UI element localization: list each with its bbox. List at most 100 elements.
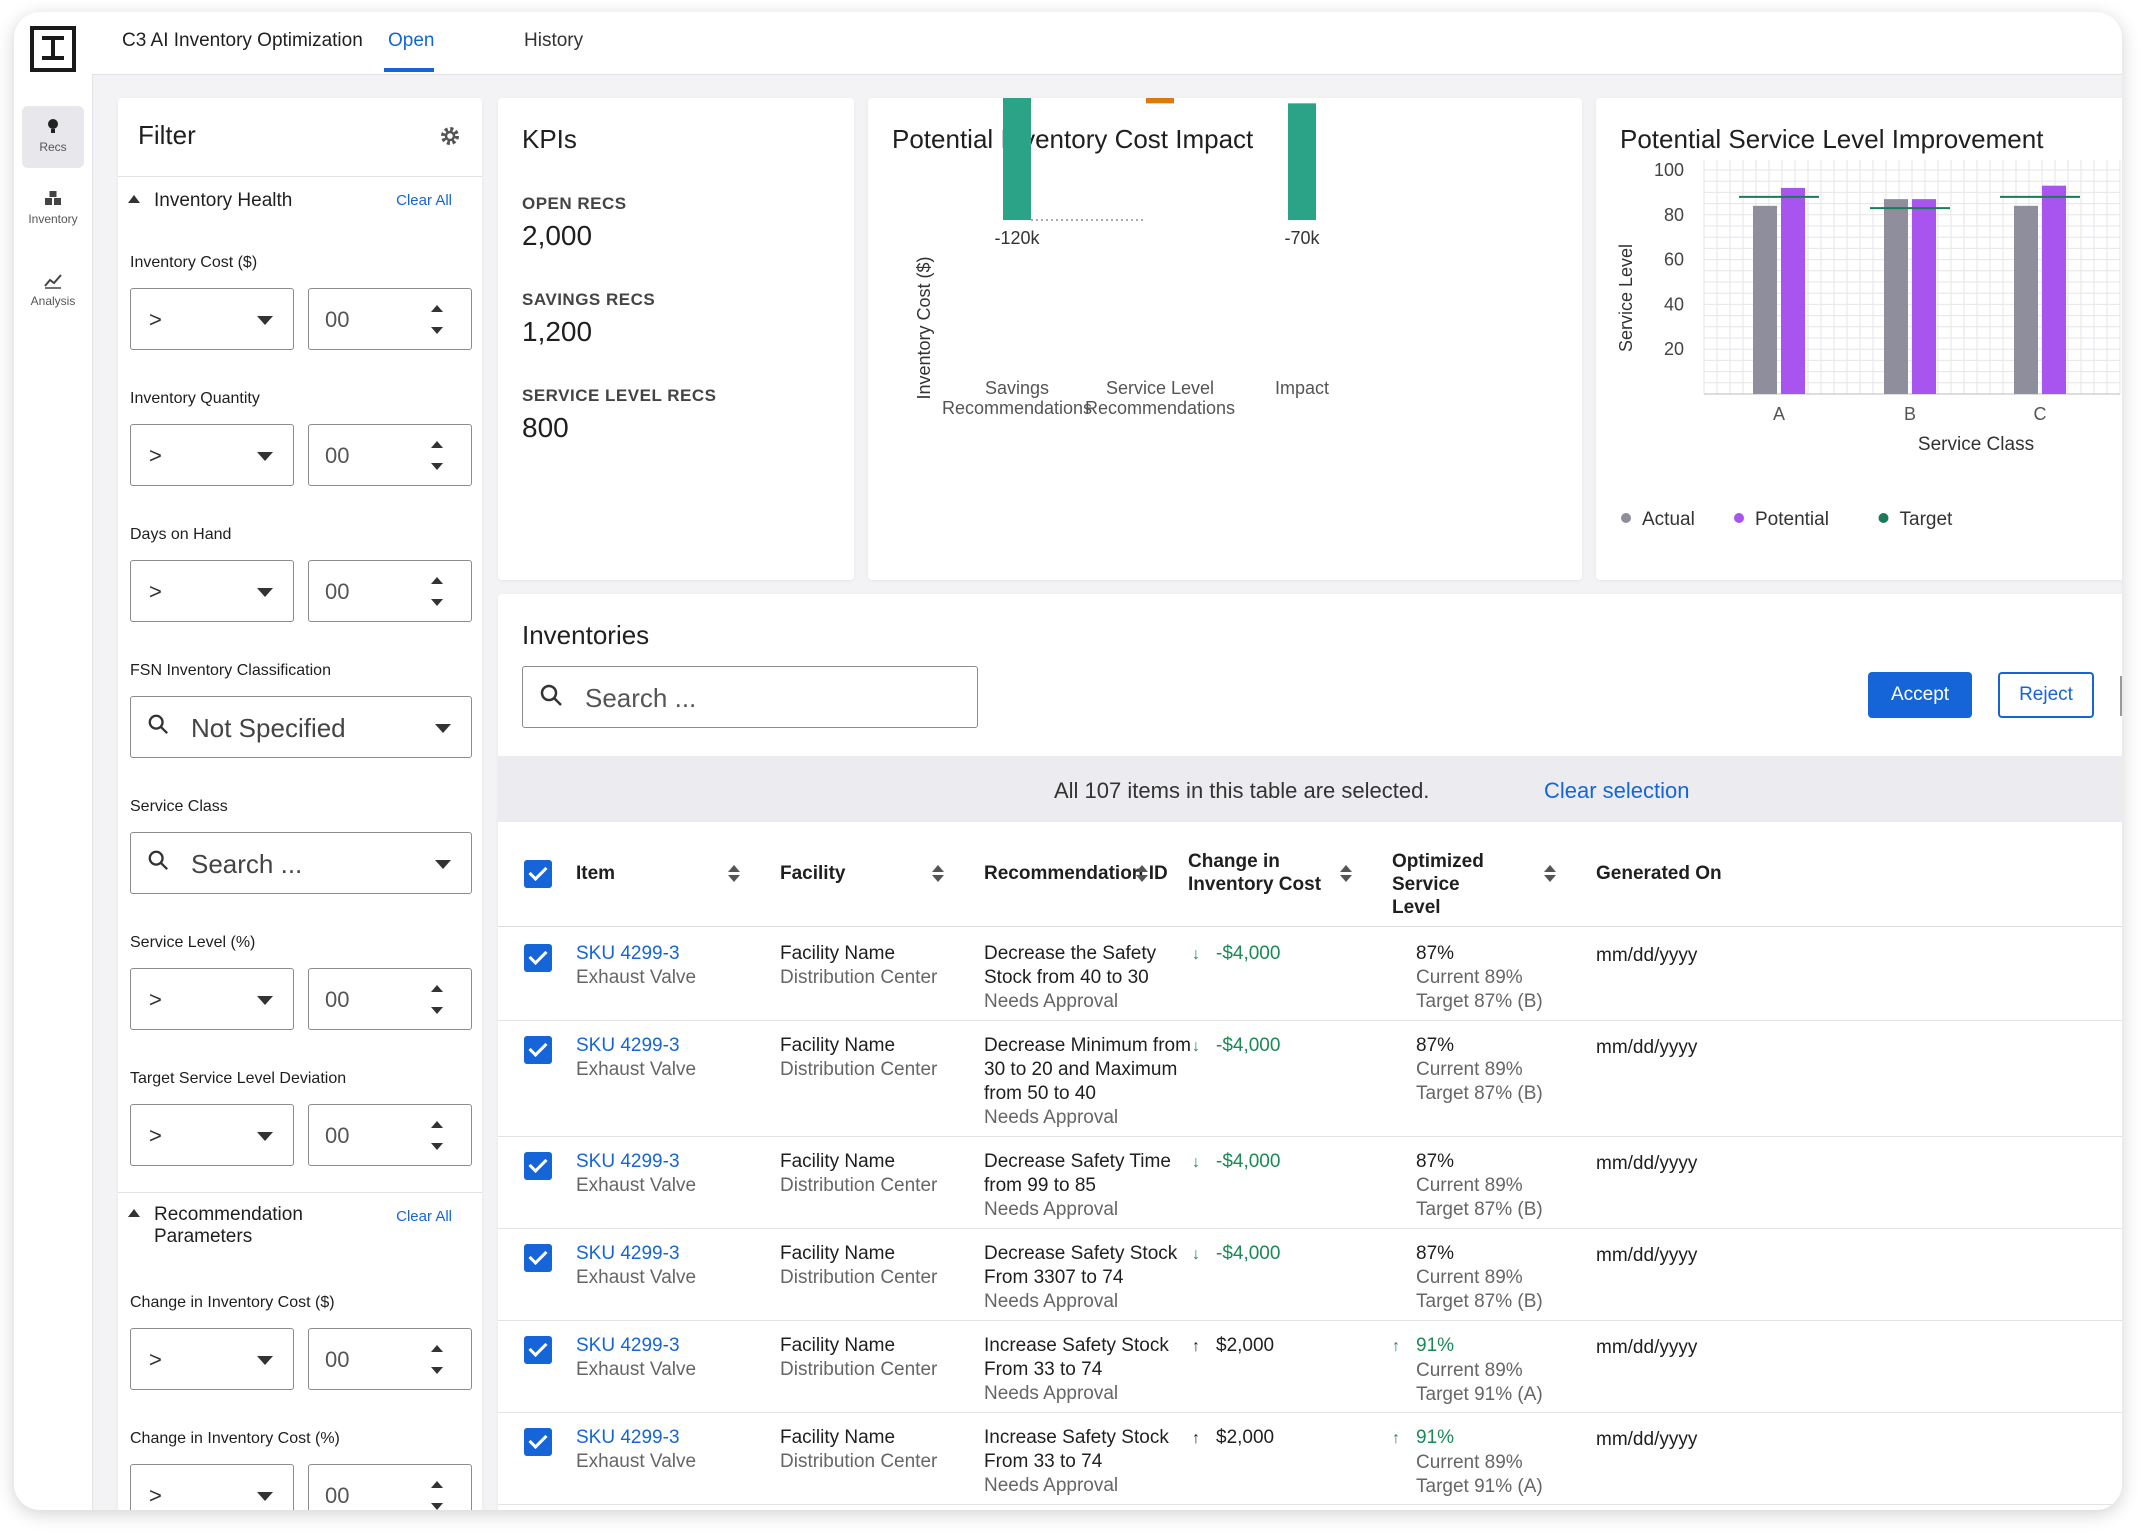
recommendation-text: Increase Safety Stock [984,1427,1169,1448]
inventory-quantity-operator[interactable]: > [130,424,294,486]
row-checkbox[interactable] [524,1036,552,1064]
chevron-down-icon [257,452,273,461]
bar-actual [1884,199,1908,394]
change-cost-label: Change in Inventory Cost ($) [130,1294,335,1311]
table-row[interactable]: SKU 4299-3 Exhaust Valve Facility Name Dist… [498,928,2122,1021]
sku-link[interactable]: SKU 4299-3 [576,943,680,964]
target-deviation-input[interactable]: 00 [308,1104,472,1166]
sku-link[interactable]: SKU 4299-3 [576,1335,680,1356]
y-tick-label: 80 [1664,205,1684,225]
sku-link[interactable]: SKU 4299-3 [576,1427,680,1448]
nav-inventory[interactable]: Inventory [22,178,84,240]
spin-down-icon[interactable] [431,463,443,470]
section-inventory-health[interactable]: Inventory Health [128,190,292,212]
table-row[interactable]: SKU 4299-3 Exhaust Valve Facility Name Dist… [498,1136,2122,1229]
clear-selection-link[interactable]: Clear selection [1544,778,1690,803]
row-checkbox[interactable] [524,1244,552,1272]
y-tick-label: 100 [1654,160,1684,180]
tab-open[interactable]: Open [388,30,435,51]
service-level-operator[interactable]: > [130,968,294,1030]
cost-impact-chart: Inventory Cost ($)-120k+50k-70kSavingsRe… [914,98,1329,418]
toolbar-divider [2120,676,2122,716]
sort-icon[interactable] [728,865,740,883]
sort-icon[interactable] [1136,865,1148,883]
inventory-cost-input[interactable]: 00 [308,288,472,350]
current-level: Current 89% [1416,1452,1523,1473]
spin-up-icon[interactable] [431,577,443,584]
data-label: -70k [1284,228,1320,248]
table-row[interactable]: SKU 4299-3 Exhaust Valve Facility Name Dist… [498,1412,2122,1505]
spin-down-icon[interactable] [431,1503,443,1510]
spin-down-icon[interactable] [431,1143,443,1150]
reject-button[interactable]: Reject [1998,672,2094,718]
sku-link[interactable]: SKU 4299-3 [576,1035,680,1056]
spin-up-icon[interactable] [431,1121,443,1128]
col-change-cost[interactable]: Change in Inventory Cost [1188,851,1322,895]
col-item[interactable]: Item [576,863,616,884]
row-checkbox[interactable] [524,944,552,972]
sort-icon[interactable] [932,865,944,883]
spin-up-icon[interactable] [431,1481,443,1488]
spin-up-icon[interactable] [431,305,443,312]
tab-history[interactable]: History [524,30,584,51]
clear-all-link[interactable]: Clear All [396,192,452,209]
days-on-hand-operator[interactable]: > [130,560,294,622]
row-checkbox[interactable] [524,1428,552,1456]
spin-down-icon[interactable] [431,599,443,606]
x-tick-label: A [1773,404,1785,424]
sku-link[interactable]: SKU 4299-3 [576,1151,680,1172]
y-tick-label: 60 [1664,250,1684,270]
nav-analysis[interactable]: Analysis [22,260,84,322]
change-cost-pct-operator[interactable]: > [130,1464,294,1510]
spin-up-icon[interactable] [431,1345,443,1352]
section-recommendation-parameters[interactable]: Recommendation Parameters [128,1204,348,1248]
target-deviation-label: Target Service Level Deviation [130,1070,347,1087]
gear-icon[interactable] [438,124,462,148]
days-on-hand-input[interactable]: 00 [308,560,472,622]
table-row[interactable]: SKU 4299-3 Exhaust Valve Facility Name Dist… [498,1020,2122,1137]
sort-icon[interactable] [1340,865,1352,883]
chevron-down-icon [257,316,273,325]
change-cost-pct-input[interactable]: 00 [308,1464,472,1510]
nav-recs[interactable]: Recs [22,106,84,168]
clear-all-link[interactable]: Clear All [396,1208,452,1225]
col-facility[interactable]: Facility [780,863,846,884]
inventory-quantity-input[interactable]: 00 [308,424,472,486]
target-deviation-operator[interactable]: > [130,1104,294,1166]
filter-panel: Filter Inventory Health Clear All Invent… [118,98,482,1510]
service-class-select[interactable]: Search ... [130,832,472,894]
col-generated-on[interactable]: Generated On [1596,863,1722,884]
spin-up-icon[interactable] [431,441,443,448]
change-cost-input[interactable]: 00 [308,1328,472,1390]
accept-button[interactable]: Accept [1868,672,1972,718]
inventory-search-input[interactable]: Search ... [522,666,978,728]
table-row[interactable]: SKU 4299-3 Exhaust Valve Facility Name Dist… [498,1228,2122,1321]
y-tick-label: 20 [1664,339,1684,359]
cost-impact-card: Potential Inventory Cost Impact Inventor… [868,98,1582,580]
row-checkbox[interactable] [524,1152,552,1180]
change-cost-operator[interactable]: > [130,1328,294,1390]
inventory-quantity-label: Inventory Quantity [130,390,260,407]
sort-icon[interactable] [1544,865,1556,883]
filter-title: Filter [138,120,196,150]
arrow-down-icon: ↓ [1192,946,1200,963]
select-all-checkbox[interactable] [524,860,552,888]
sku-link[interactable]: SKU 4299-3 [576,1243,680,1264]
inventory-cost-operator[interactable]: > [130,288,294,350]
spin-down-icon[interactable] [431,1007,443,1014]
optimized-level: 87% [1416,1243,1455,1264]
fsn-select[interactable]: Not Specified [130,696,472,758]
spin-up-icon[interactable] [431,985,443,992]
legend-label: Potential [1755,509,1829,530]
spin-down-icon[interactable] [431,327,443,334]
row-checkbox[interactable] [524,1336,552,1364]
spin-down-icon[interactable] [431,1367,443,1374]
cost-change: -$4,000 [1216,1035,1281,1056]
col-recommendation-id[interactable]: Recommendation ID [984,863,1168,884]
col-optimized-service-level[interactable]: Optimized Service Level [1392,851,1484,918]
c3-logo[interactable] [30,26,76,72]
arrow-down-icon: ↓ [1192,1154,1200,1171]
table-row[interactable]: SKU 4299-3 Exhaust Valve Facility Name Dist… [498,1320,2122,1413]
service-level-input[interactable]: 00 [308,968,472,1030]
chevron-down-icon [435,724,451,733]
